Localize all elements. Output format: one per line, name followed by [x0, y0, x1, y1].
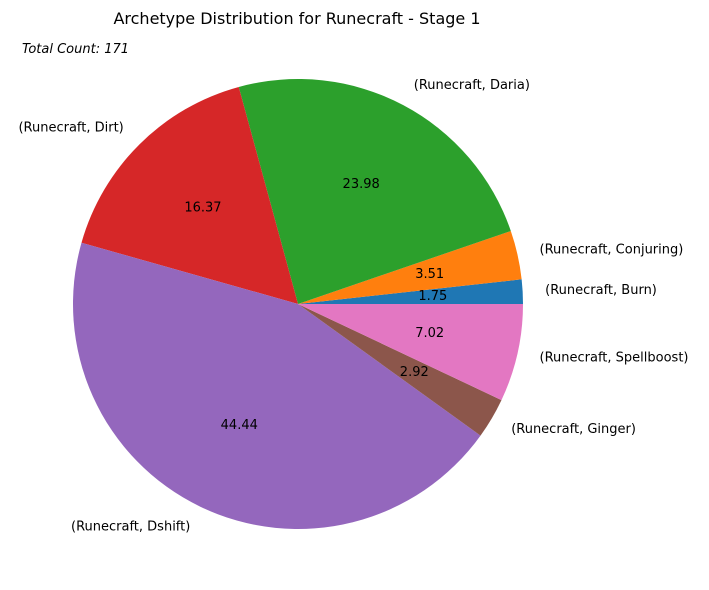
pie-slice-runecraft-dirt	[81, 86, 299, 304]
pie-slice-runecraft-dshift	[72, 242, 481, 530]
slice-label-runecraft-conjuring: (Runecraft, Conjuring)	[540, 242, 684, 257]
slice-pct-runecraft-dshift: 44.44	[221, 418, 258, 433]
slice-pct-runecraft-daria: 23.98	[343, 177, 380, 192]
slice-label-runecraft-spellboost: (Runecraft, Spellboost)	[540, 351, 689, 366]
slice-pct-runecraft-ginger: 2.92	[400, 365, 429, 380]
pie-slices	[72, 79, 523, 530]
pie-slice-runecraft-ginger	[298, 304, 502, 436]
chart-title: Archetype Distribution for Runecraft - S…	[113, 9, 480, 28]
slice-pct-runecraft-conjuring: 3.51	[415, 267, 444, 282]
pie-slice-runecraft-conjuring	[298, 230, 522, 304]
pie-slice-runecraft-daria	[238, 79, 511, 305]
slice-pct-runecraft-dirt: 16.37	[184, 201, 221, 216]
slice-label-runecraft-daria: (Runecraft, Daria)	[414, 78, 530, 93]
pie-slice-runecraft-burn	[298, 279, 523, 304]
pie-slice-runecraft-spellboost	[298, 304, 523, 401]
slice-label-runecraft-burn: (Runecraft, Burn)	[545, 283, 657, 298]
slice-label-runecraft-ginger: (Runecraft, Ginger)	[511, 422, 636, 437]
pie-labels: (Runecraft, Burn) 1.75 (Runecraft, Conjuri…	[18, 78, 688, 535]
slice-label-runecraft-dshift: (Runecraft, Dshift)	[71, 519, 190, 534]
slice-pct-runecraft-burn: 1.75	[418, 289, 447, 304]
slice-label-runecraft-dirt: (Runecraft, Dirt)	[18, 121, 123, 136]
total-count-annotation: Total Count: 171	[22, 42, 129, 57]
slice-pct-runecraft-spellboost: 7.02	[415, 326, 444, 341]
